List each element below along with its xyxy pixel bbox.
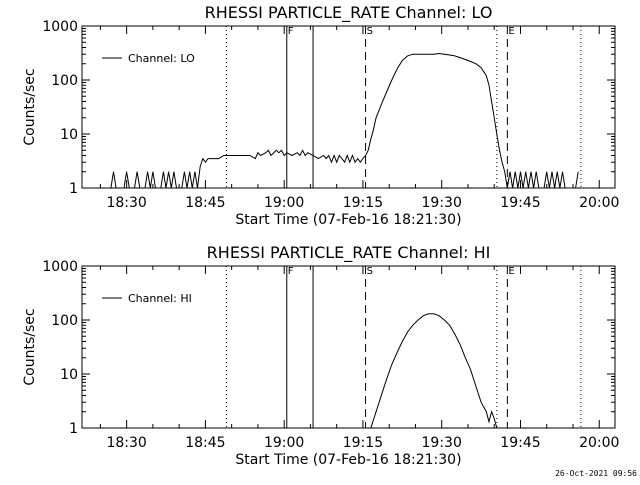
marker-label: E [508, 26, 514, 37]
x-axis-label: Start Time (07-Feb-16 18:21:30) [235, 212, 461, 228]
x-tick-label: 18:45 [185, 195, 225, 211]
x-tick-label: 19:45 [500, 195, 540, 211]
y-tick-label: 1000 [42, 259, 78, 275]
marker-label: S [367, 26, 373, 37]
chart-panel-2: RHESSI PARTICLE_RATE Channel: HI 18:30 18:… [22, 243, 619, 468]
marker-label: F [288, 26, 294, 37]
chart-title: RHESSI PARTICLE_RATE Channel: HI [207, 243, 491, 263]
y-tick-label: 10 [60, 367, 78, 383]
x-tick-label: 18:30 [106, 195, 146, 211]
x-tick-label: 19:30 [422, 195, 462, 211]
x-tick-label: 19:00 [264, 195, 304, 211]
x-axis-label: Start Time (07-Feb-16 18:21:30) [235, 452, 461, 468]
x-tick-label: 19:15 [343, 195, 383, 211]
marker-label: F [288, 266, 294, 277]
print-timestamp: 26-Oct-2021 09:56 [555, 469, 637, 478]
x-tick-label: 19:00 [264, 435, 304, 451]
x-tick-label: 18:45 [185, 435, 225, 451]
x-tick-label: 18:30 [106, 435, 146, 451]
x-tick-label: 19:45 [500, 435, 540, 451]
chart-panel-1: RHESSI PARTICLE_RATE Channel: LO 18:30 18:… [22, 3, 619, 228]
y-tick-label: 100 [51, 73, 78, 89]
y-axis-label: Counts/sec [22, 68, 38, 145]
y-tick-label: 10 [60, 127, 78, 143]
series-line [110, 52, 579, 189]
x-tick-label: 19:30 [422, 435, 462, 451]
x-tick-label: 20:00 [579, 435, 619, 451]
chart-title: RHESSI PARTICLE_RATE Channel: LO [205, 3, 493, 23]
series-line [370, 313, 498, 429]
marker-label: S [367, 266, 373, 277]
legend-label: Channel: LO [128, 52, 195, 65]
plot-frame [81, 25, 616, 189]
marker-label: E [508, 266, 514, 277]
legend-label: Channel: HI [128, 292, 192, 305]
x-tick-label: 19:15 [343, 435, 383, 451]
y-tick-label: 1000 [42, 19, 78, 35]
y-tick-label: 1 [69, 181, 78, 197]
y-tick-label: 1 [69, 421, 78, 437]
plot-frame [81, 265, 616, 429]
y-tick-label: 100 [51, 313, 78, 329]
y-axis-label: Counts/sec [22, 308, 38, 385]
x-tick-label: 20:00 [579, 195, 619, 211]
